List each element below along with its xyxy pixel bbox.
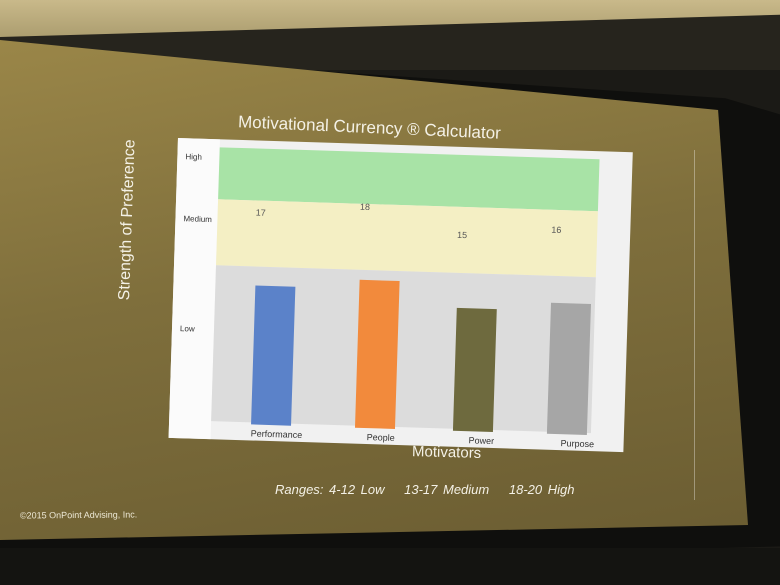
data-label-people: 18 [359, 202, 371, 213]
band-medium [216, 199, 598, 278]
range-medium: 13-17 Medium [404, 482, 490, 497]
data-label-power: 15 [456, 229, 468, 241]
bar-purpose [546, 302, 591, 435]
chart: High Medium Low 17 18 15 16 Performance Peo… [168, 138, 633, 453]
data-label-performance: 17 [255, 207, 266, 218]
ranges-legend: Ranges: 4-12 Low 13-17 Medium 18-20 High [275, 482, 588, 497]
screen-edge-line [694, 150, 695, 500]
range-low: Ranges: 4-12 Low [275, 482, 385, 497]
y-tick-low: Low [179, 324, 195, 334]
data-label-purpose: 16 [551, 224, 562, 235]
bar-people [354, 280, 400, 429]
category-label-people: People [366, 432, 395, 443]
bar-power [452, 307, 497, 433]
category-label-purpose: Purpose [560, 438, 595, 450]
bar-performance [251, 285, 296, 426]
y-tick-high: High [185, 152, 203, 162]
range-high: 18-20 High [508, 482, 575, 497]
floor [0, 548, 780, 585]
copyright: ©2015 OnPoint Advising, Inc. [19, 509, 138, 521]
x-axis-title: Motivators [411, 443, 482, 462]
y-tick-medium: Medium [183, 214, 213, 225]
category-label-performance: Performance [250, 428, 303, 441]
